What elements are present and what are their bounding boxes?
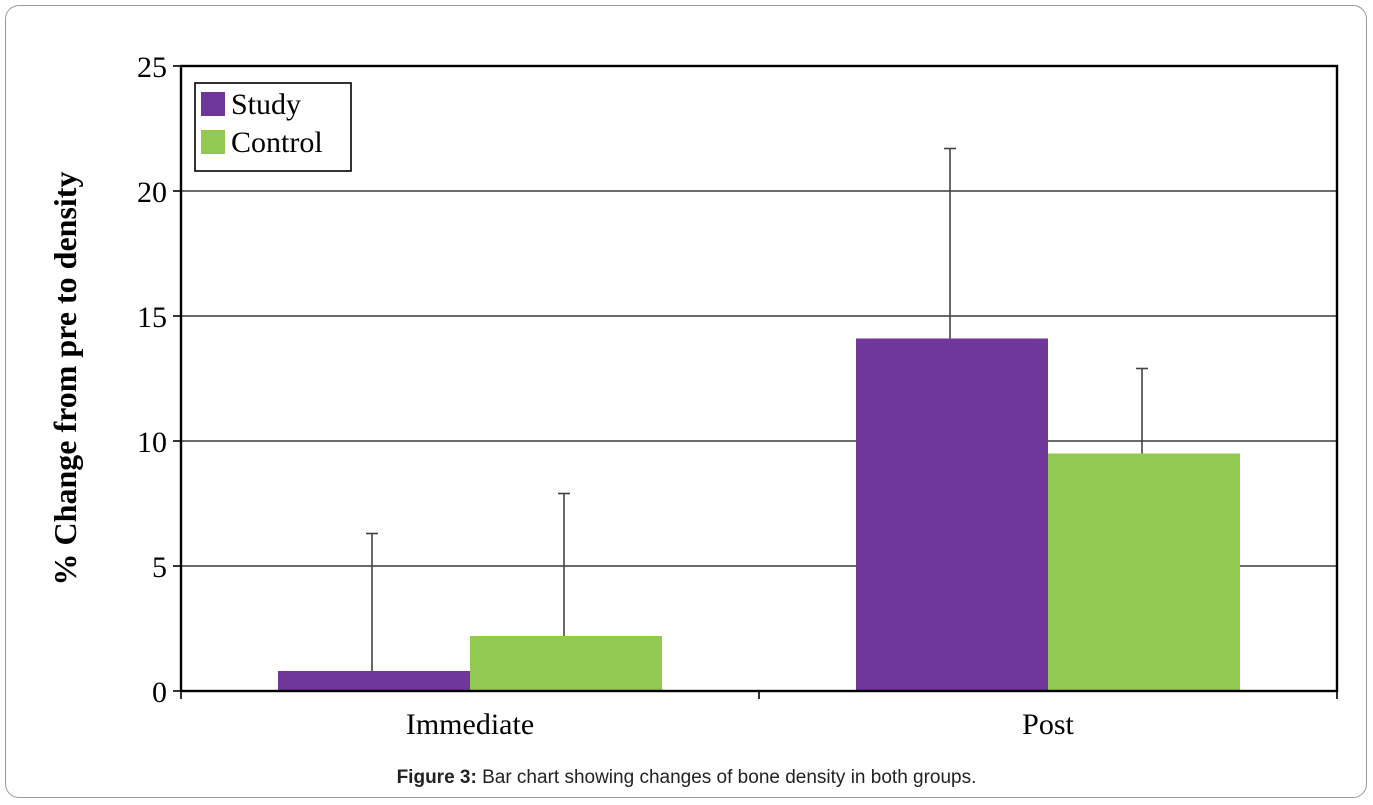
y-tick-label: 25 <box>137 51 167 84</box>
legend-swatch-study <box>201 92 225 116</box>
figure-caption: Figure 3: Bar chart showing changes of b… <box>0 767 1373 789</box>
figure-caption-text: Bar chart showing changes of bone densit… <box>476 767 977 788</box>
legend-label-study: Study <box>231 88 301 121</box>
y-tick-label: 20 <box>137 176 167 209</box>
bar-study-post <box>856 338 1048 691</box>
y-tick-label: 10 <box>137 426 167 459</box>
bar-chart: 0 5 10 15 20 25 Immediate Post % Change from pre… <box>47 51 1339 741</box>
bar-control-post <box>1048 453 1240 691</box>
x-tick-label: Post <box>1022 708 1074 741</box>
y-tick-label: 0 <box>152 676 167 709</box>
y-tick-label: 15 <box>137 301 167 334</box>
y-tick-label: 5 <box>152 551 167 584</box>
legend-swatch-control <box>201 130 225 154</box>
bar-control-immediate <box>470 636 662 691</box>
x-tick-label: Immediate <box>406 708 534 741</box>
y-axis-label: % Change from pre to density <box>47 172 83 586</box>
plot-area-border <box>179 64 1339 693</box>
legend-label-control: Control <box>231 126 323 159</box>
figure-caption-label: Figure 3: <box>396 767 477 788</box>
bar-study-immediate <box>278 671 470 691</box>
